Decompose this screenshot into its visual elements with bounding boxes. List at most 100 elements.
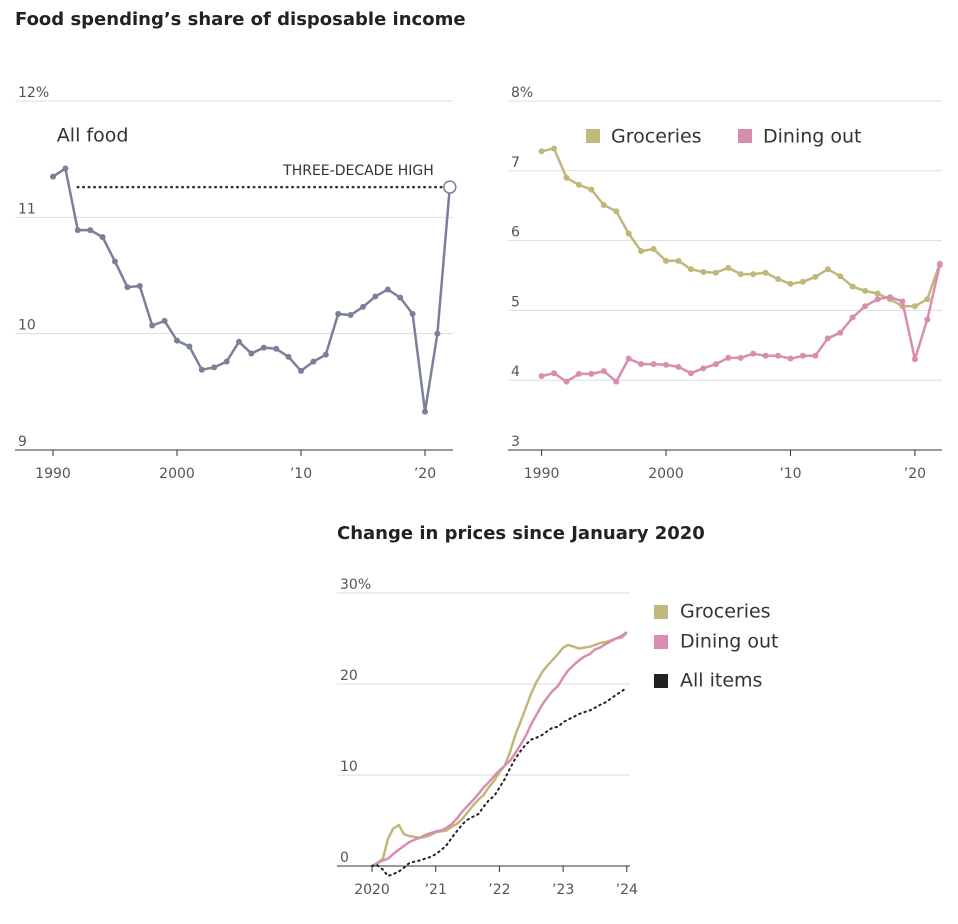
data-point: [762, 352, 769, 359]
y-tick-label: 10: [18, 318, 36, 334]
data-point: [837, 273, 844, 280]
data-point: [750, 350, 757, 357]
data-point: [347, 312, 354, 319]
legend-swatch: [654, 605, 668, 619]
data-point: [384, 286, 391, 293]
data-point: [422, 408, 428, 415]
data-point: [273, 345, 280, 352]
data-point: [87, 227, 94, 234]
data-point: [563, 378, 570, 385]
data-point: [837, 329, 844, 336]
data-point: [600, 202, 607, 209]
y-tick-label: 30%: [340, 577, 371, 593]
data-point: [849, 283, 856, 290]
data-point: [575, 370, 582, 377]
data-point: [136, 282, 143, 289]
legend-label: Groceries: [611, 126, 702, 148]
data-point: [737, 271, 744, 278]
x-tick-label: ’10: [290, 466, 312, 482]
data-point: [236, 338, 242, 345]
data-point: [186, 343, 193, 350]
data-point: [775, 275, 782, 282]
data-point: [613, 208, 620, 215]
data-point: [650, 245, 657, 252]
legend-swatch: [738, 129, 752, 143]
y-tick-label: 5: [511, 294, 520, 310]
x-tick-label: 2000: [648, 466, 684, 482]
data-point: [862, 303, 869, 310]
data-point: [725, 354, 732, 361]
legend-label: All items: [680, 670, 762, 692]
data-point: [675, 363, 682, 370]
y-tick-label: 10: [340, 759, 358, 775]
annotation: THREE-DECADE HIGH: [282, 163, 434, 179]
data-point: [443, 180, 457, 194]
data-point: [638, 361, 645, 368]
x-tick-label: ’10: [779, 466, 801, 482]
data-point: [335, 310, 342, 317]
legend-label: Groceries: [680, 601, 771, 623]
data-point: [663, 361, 670, 368]
y-tick-label: 8%: [511, 85, 533, 101]
series-label: All food: [57, 125, 129, 147]
data-point: [397, 294, 404, 301]
data-point: [409, 310, 416, 317]
data-point: [750, 271, 757, 278]
y-tick-label: 4: [511, 364, 520, 380]
data-point: [161, 317, 168, 324]
data-point: [260, 344, 267, 351]
data-point: [588, 370, 595, 377]
x-tick-label: ’21: [425, 882, 447, 898]
data-point: [248, 350, 255, 357]
series-line: [371, 631, 628, 868]
data-point: [887, 294, 894, 301]
data-point: [434, 330, 441, 337]
data-point: [712, 361, 719, 368]
data-point: [812, 352, 819, 359]
data-point: [198, 366, 205, 373]
data-point: [849, 314, 856, 321]
data-point: [700, 365, 707, 372]
data-point: [551, 370, 558, 377]
legend-swatch: [654, 674, 668, 688]
data-point: [775, 352, 782, 359]
data-point: [638, 248, 645, 255]
data-point: [322, 351, 329, 358]
data-point: [824, 266, 831, 273]
series-line: [371, 632, 628, 868]
data-point: [874, 296, 881, 303]
data-point: [613, 378, 620, 385]
x-tick-label: ’24: [616, 882, 638, 898]
data-point: [911, 303, 918, 310]
legend-label: Dining out: [680, 631, 779, 653]
data-point: [737, 354, 744, 361]
series-line: [541, 147, 941, 308]
chart-title: Food spending’s share of disposable inco…: [15, 9, 466, 30]
y-tick-label: 7: [511, 155, 520, 171]
data-point: [824, 335, 831, 342]
y-tick-label: 0: [340, 850, 349, 866]
x-tick-label: 1990: [35, 466, 71, 482]
data-point: [650, 361, 657, 368]
legend-swatch: [654, 635, 668, 649]
data-point: [812, 273, 819, 280]
data-point: [360, 303, 366, 310]
data-point: [936, 262, 943, 269]
data-point: [149, 322, 156, 329]
y-tick-label: 12%: [18, 85, 49, 101]
x-tick-label: ’23: [552, 882, 574, 898]
data-point: [50, 173, 56, 180]
data-point: [223, 358, 230, 365]
y-tick-label: 11: [18, 201, 36, 217]
data-point: [538, 373, 545, 380]
data-point: [285, 353, 292, 360]
x-tick-label: 2020: [354, 882, 390, 898]
data-point: [899, 298, 906, 305]
data-point: [298, 367, 304, 374]
data-point: [700, 269, 707, 276]
data-point: [862, 287, 869, 294]
series-line: [541, 264, 942, 383]
data-point: [174, 337, 180, 344]
